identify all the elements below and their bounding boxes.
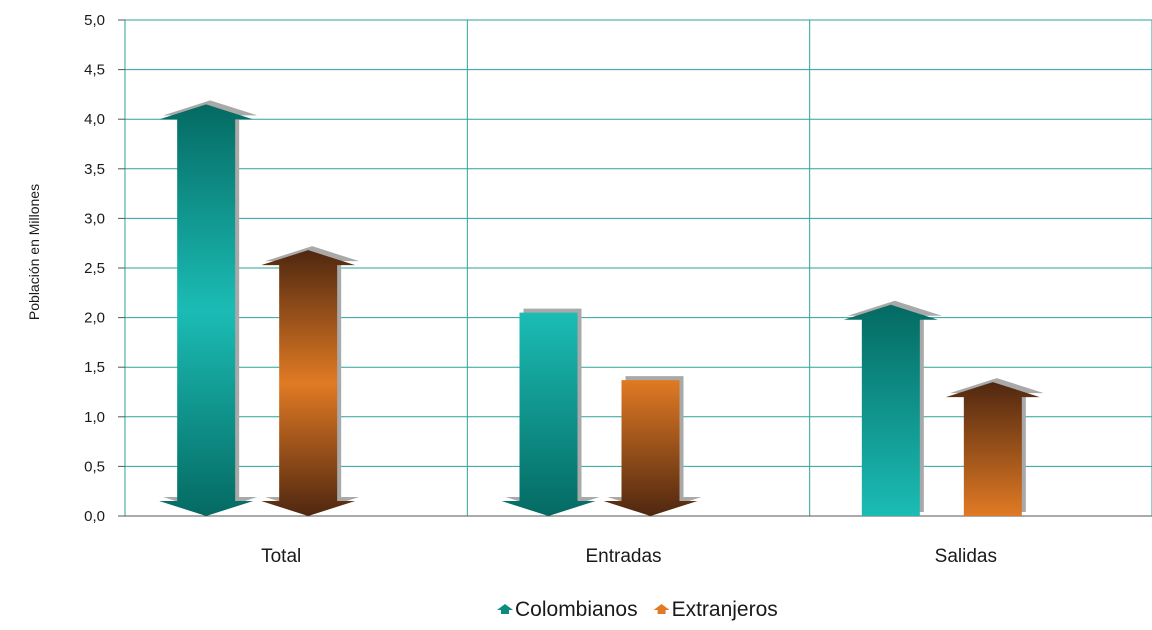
bar-extranjeros-total (261, 246, 360, 517)
legend-arrow-icon (653, 604, 670, 614)
legend-item: Extranjeros (653, 598, 778, 621)
y-tick-label: 0,5 (84, 458, 105, 475)
bar (501, 312, 596, 516)
bar-colombianos-entradas (501, 308, 600, 516)
x-axis: Total Entradas Salidas (125, 515, 1152, 567)
bar-colombianos-total (159, 100, 258, 516)
bar-extranjeros-salidas (945, 378, 1044, 516)
bar (945, 382, 1040, 516)
y-tick-label: 3,5 (84, 161, 105, 178)
y-axis: 0,0 0,5 1,0 1,5 2,0 2,5 3,0 3,5 4,0 4,5 5,0 (84, 12, 125, 525)
x-tick-label: Entradas (585, 546, 661, 567)
bar (843, 304, 938, 516)
y-tick-label: 2,5 (84, 260, 105, 277)
legend-label: Colombianos (515, 598, 638, 621)
bar (261, 250, 356, 517)
bar-colombianos-salidas (843, 300, 942, 516)
bars (159, 100, 1044, 517)
y-tick-label: 4,0 (84, 111, 105, 128)
x-tick-label: Salidas (935, 546, 997, 567)
y-tick-label: 2,0 (84, 310, 105, 327)
y-tick-label: 0,0 (84, 508, 105, 525)
y-tick-label: 4,5 (84, 62, 105, 79)
legend-label: Extranjeros (672, 598, 778, 621)
bar (159, 104, 254, 516)
y-axis-title: Población en Millones (26, 184, 42, 320)
legend: Colombianos Extranjeros (497, 598, 778, 621)
legend-arrow-icon (497, 604, 513, 614)
y-tick-label: 1,5 (84, 359, 105, 376)
y-tick-label: 5,0 (84, 12, 105, 29)
legend-item: Colombianos (497, 598, 638, 621)
y-tick-label: 1,0 (84, 409, 105, 426)
x-tick-label: Total (261, 546, 301, 567)
bar (603, 380, 698, 516)
y-tick-label: 3,0 (84, 210, 105, 227)
bar-extranjeros-entradas (603, 376, 702, 516)
